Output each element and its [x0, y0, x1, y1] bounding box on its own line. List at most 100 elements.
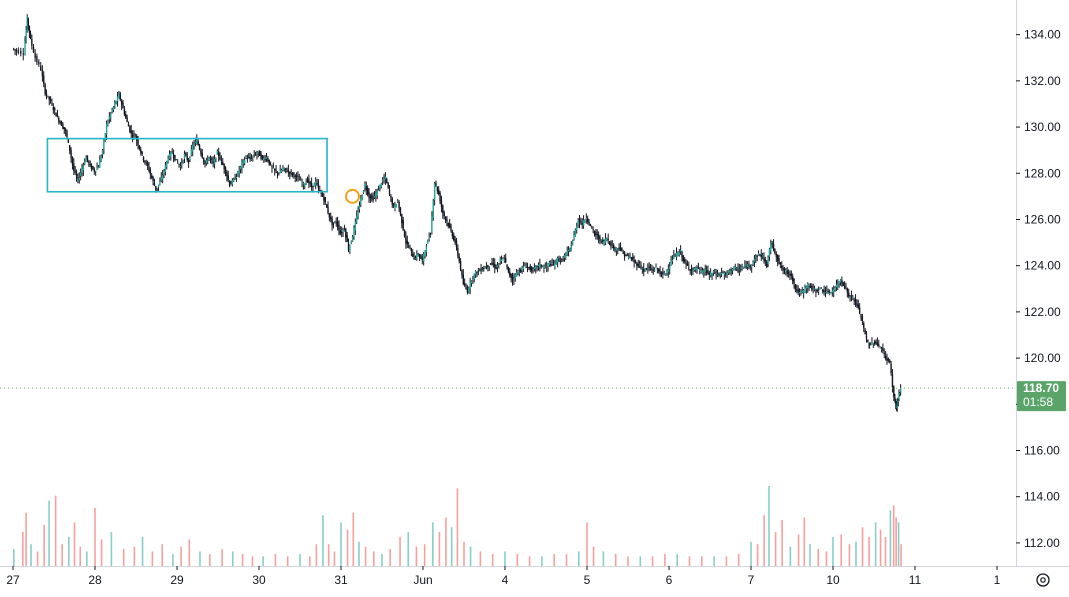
volume-bar: [133, 546, 136, 566]
candle: [123, 105, 126, 117]
candle: [346, 231, 348, 243]
candle: [284, 168, 287, 174]
candle: [582, 215, 585, 229]
candle: [871, 337, 873, 345]
candle: [208, 156, 210, 161]
candle: [876, 337, 879, 347]
candle: [705, 265, 708, 276]
candle: [898, 389, 900, 402]
candle: [463, 278, 466, 288]
candle: [56, 109, 59, 118]
last-price-tag: 118.70 01:58: [1017, 381, 1066, 412]
candle: [640, 261, 642, 270]
candle: [470, 280, 473, 287]
volume-bar: [221, 549, 223, 566]
candle: [77, 173, 79, 184]
candle: [856, 299, 858, 308]
candle: [316, 178, 318, 186]
candle: [552, 259, 555, 266]
candle: [725, 271, 727, 278]
candle: [689, 269, 691, 275]
candle: [586, 215, 589, 225]
volume-bar: [199, 551, 201, 566]
candle: [589, 223, 592, 227]
candle: [36, 53, 38, 66]
candle: [161, 169, 164, 184]
candle: [446, 215, 448, 227]
volume-bar: [463, 541, 465, 566]
candle: [156, 187, 158, 192]
candle: [12, 47, 15, 51]
candle: [846, 287, 849, 298]
volume-bar: [274, 553, 277, 566]
candle: [701, 267, 704, 275]
candle: [455, 237, 458, 251]
candle: [644, 268, 646, 272]
candle: [186, 151, 188, 163]
volume-bar: [889, 510, 892, 566]
candle: [488, 265, 490, 272]
candle: [283, 167, 285, 172]
volume-bar: [36, 551, 39, 566]
candle: [551, 258, 553, 267]
candle: [726, 270, 728, 279]
price-tick-label: 126.00: [1024, 212, 1061, 226]
candle: [34, 49, 36, 62]
candle: [588, 219, 590, 226]
candle: [190, 144, 193, 157]
candle: [596, 229, 598, 240]
time-tick-label: 29: [170, 573, 184, 587]
candle: [111, 107, 113, 114]
candle: [561, 258, 563, 263]
candle: [782, 265, 784, 275]
drawing-annotations[interactable]: [46, 137, 360, 204]
volume-bar: [768, 486, 770, 566]
candle: [280, 168, 283, 173]
candle: [622, 249, 624, 255]
candle: [651, 264, 653, 274]
volume-bar: [161, 544, 164, 566]
candle: [541, 265, 544, 268]
volume-bar: [627, 556, 629, 566]
time-axis[interactable]: 27 28 29 30 31 Jun 4 5 6 7 10 11 1: [6, 566, 1001, 587]
candle: [708, 270, 711, 280]
candle: [468, 286, 470, 294]
candle: [205, 157, 208, 166]
volume-bar: [614, 553, 617, 566]
chart-settings-icon[interactable]: [1036, 573, 1050, 587]
candlestick-series: [12, 14, 902, 412]
candle: [212, 156, 214, 168]
candle: [873, 339, 876, 346]
candle: [216, 149, 219, 156]
rectangle-drawing[interactable]: [46, 137, 328, 193]
volume-bar: [861, 527, 864, 566]
candle: [693, 266, 695, 272]
circle-marker-drawing[interactable]: [344, 188, 360, 204]
candle: [338, 220, 340, 236]
candle: [152, 175, 154, 186]
candle: [353, 225, 355, 240]
candle: [567, 246, 570, 257]
candle: [301, 178, 303, 188]
volume-bar: [73, 522, 76, 566]
candle: [641, 266, 644, 274]
candle: [269, 161, 272, 166]
price-axis[interactable]: 112.00114.00116.00118.00120.00122.00124.…: [1016, 28, 1061, 550]
candle: [226, 169, 228, 182]
candle: [495, 264, 497, 270]
candle: [305, 178, 307, 186]
candle: [614, 246, 616, 253]
candle: [677, 251, 679, 257]
candle: [889, 358, 891, 364]
candle: [71, 156, 74, 170]
candle: [295, 172, 298, 182]
volume-bar: [415, 546, 418, 566]
candle: [129, 125, 131, 134]
candle: [577, 218, 579, 228]
candle: [230, 180, 232, 186]
candle: [250, 154, 253, 161]
volume-bar: [713, 556, 715, 566]
candle: [899, 391, 901, 397]
candle: [653, 267, 656, 272]
